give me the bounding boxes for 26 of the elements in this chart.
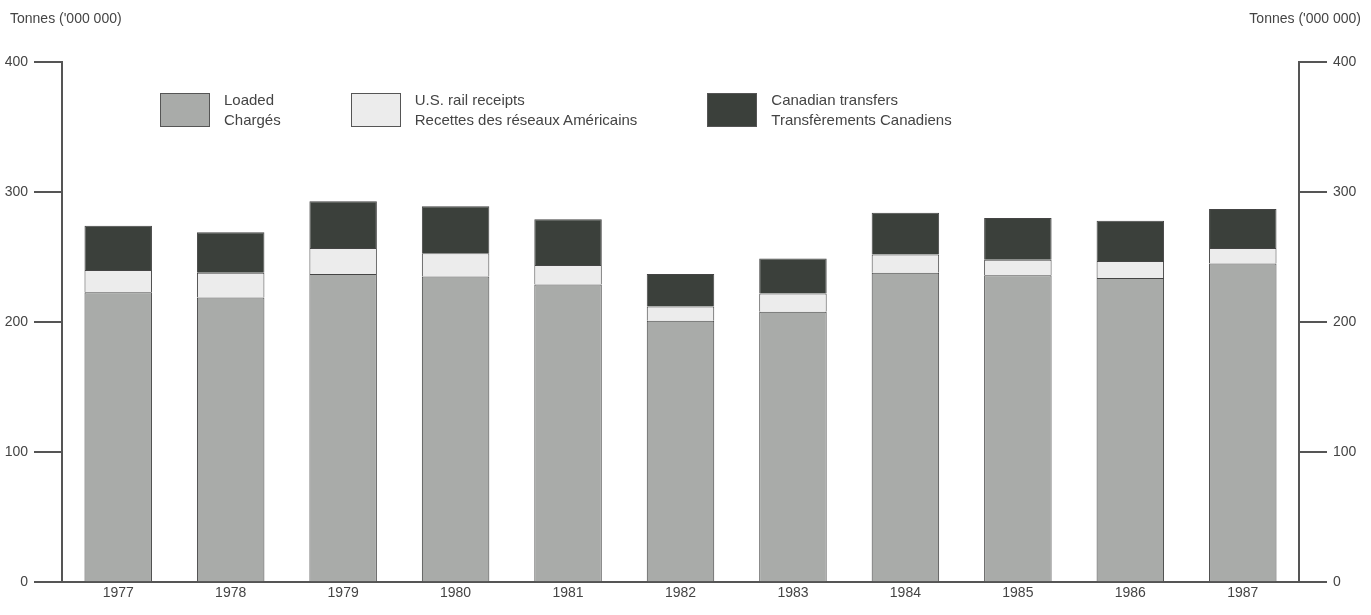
legend-label: U.S. rail receipts Recettes des réseaux Américains	[414, 90, 638, 130]
y2-tick-label: 400	[1333, 52, 1357, 69]
y2-tick-label: 300	[1333, 182, 1357, 199]
y-tick-label: 400	[4, 52, 29, 69]
x-tick-label: 1986	[1114, 584, 1147, 601]
legend-label: Canadian transfers Transfèrements Canadiens	[771, 90, 952, 130]
x-tick-label: 1987	[1227, 584, 1259, 601]
y2-tick-label: 0	[1333, 573, 1341, 590]
x-tick-label: 1985	[1002, 584, 1034, 601]
y2-tick-label: 200	[1333, 312, 1357, 329]
y2-tick-label: 100	[1333, 443, 1357, 460]
y-tick-label: 200	[4, 312, 29, 329]
x-tick-label: 1977	[102, 584, 135, 601]
x-tick-label: 1979	[327, 584, 359, 601]
y-tick-label: 100	[4, 443, 29, 460]
x-tick-label: 1983	[777, 584, 809, 601]
y-axis-title: Tonnes ('000 000)	[10, 10, 122, 26]
x-tick-label: 1978	[215, 584, 247, 601]
x-tick-label: 1982	[664, 584, 697, 601]
y2-axis-title: Tonnes ('000 000)	[1249, 10, 1361, 26]
y-tick-label: 300	[4, 182, 29, 199]
y-tick-label: 0	[20, 573, 29, 590]
x-tick-label: 1984	[889, 584, 922, 601]
x-tick-label: 1981	[552, 584, 584, 601]
x-tick-label: 1980	[440, 584, 472, 601]
legend-label: Loaded Chargés	[224, 90, 281, 130]
